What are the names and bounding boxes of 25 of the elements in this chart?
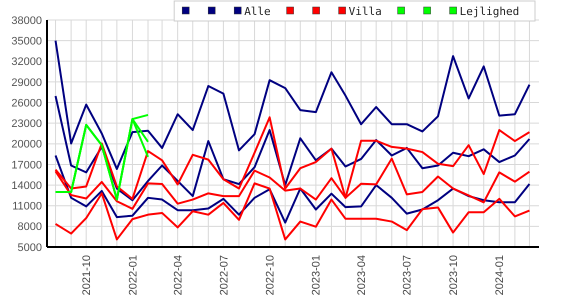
x-tick-label: 2024-01 bbox=[494, 255, 506, 296]
y-tick-label: 20000 bbox=[11, 138, 42, 151]
y-tick-label: 11000 bbox=[12, 200, 42, 213]
x-tick-label: 2022-04 bbox=[172, 255, 185, 296]
y-tick-label: 29000 bbox=[11, 76, 42, 89]
x-tick-label: 2022-07 bbox=[218, 255, 230, 296]
y-tick-label: 38000 bbox=[11, 14, 42, 27]
y-tick-label: 8000 bbox=[18, 221, 42, 234]
x-tick-label: 2023-10 bbox=[448, 255, 460, 296]
legend-label: Alle bbox=[244, 4, 271, 18]
legend-label: Lejlighed bbox=[460, 4, 520, 18]
x-tick-label: 2023-01 bbox=[310, 255, 323, 296]
x-tick-label: 2022-10 bbox=[264, 255, 276, 296]
x-tick-label: 2021-10 bbox=[81, 255, 94, 296]
y-tick-label: 35000 bbox=[11, 35, 42, 48]
y-tick-label: 5000 bbox=[18, 242, 42, 254]
y-tick-label: 17000 bbox=[11, 159, 42, 172]
y-tick-label: 32000 bbox=[11, 56, 42, 68]
y-tick-label: 26000 bbox=[11, 97, 42, 110]
x-tick-label: 2023-04 bbox=[356, 255, 368, 296]
y-tick-label: 23000 bbox=[11, 118, 42, 130]
y-tick-label: 14000 bbox=[11, 180, 42, 192]
x-tick-label: 2022-01 bbox=[127, 255, 140, 296]
x-tick-label: 2023-07 bbox=[402, 255, 414, 296]
legend-label: Villa bbox=[348, 4, 382, 18]
